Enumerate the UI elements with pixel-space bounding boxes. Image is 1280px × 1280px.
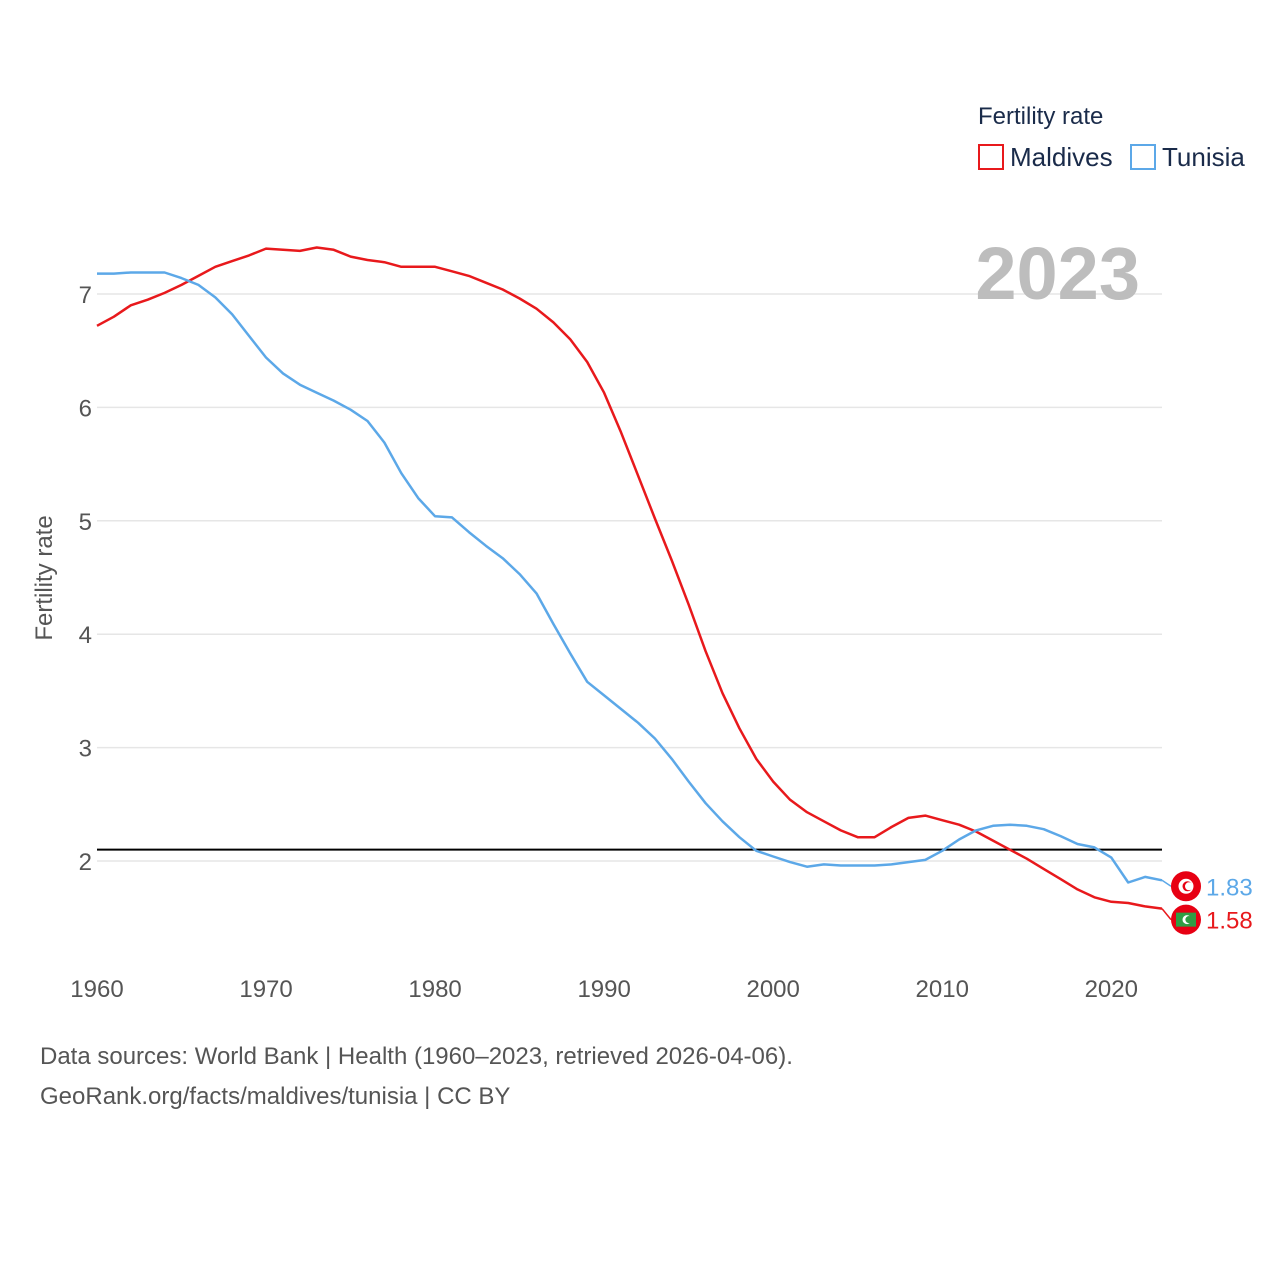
end-connector xyxy=(1161,908,1172,921)
flag-crescent-cut xyxy=(1185,882,1193,891)
y-tick-label: 4 xyxy=(79,622,92,649)
y-tick-label: 5 xyxy=(79,509,92,536)
legend-swatch-maldives[interactable] xyxy=(978,144,1004,170)
legend: Fertility rate Maldives Tunisia xyxy=(978,103,1245,172)
end-value-label-tunisia: 1.83 xyxy=(1206,874,1253,901)
y-tick-label: 2 xyxy=(79,849,92,876)
y-tick-labels: 2 3 4 5 6 7 xyxy=(79,282,92,876)
x-tick-label: 2000 xyxy=(746,976,799,1003)
series-end-markers: 1.58 1.83 xyxy=(1161,871,1253,935)
footer-attribution[interactable]: GeoRank.org/facts/maldives/tunisia | CC … xyxy=(40,1083,511,1110)
series-line-tunisia[interactable] xyxy=(97,271,1163,884)
x-tick-label: 2020 xyxy=(1085,976,1138,1003)
y-tick-label: 6 xyxy=(79,395,92,422)
footer-sources: Data sources: World Bank | Health (1960–… xyxy=(40,1043,793,1070)
maldives-flag-icon xyxy=(1171,904,1201,935)
y-tick-label: 7 xyxy=(79,282,92,309)
gridlines xyxy=(97,293,1162,862)
x-tick-labels: 1960 1970 1980 1990 2000 2010 2020 xyxy=(70,976,1138,1003)
series-line-maldives[interactable] xyxy=(96,246,1163,910)
legend-label-maldives[interactable]: Maldives xyxy=(1010,142,1113,172)
x-tick-label: 1960 xyxy=(70,976,123,1003)
series-lines xyxy=(96,246,1163,910)
end-connector xyxy=(1161,879,1172,887)
x-tick-label: 1970 xyxy=(239,976,292,1003)
y-axis-title: Fertility rate xyxy=(31,515,58,640)
x-tick-label: 1980 xyxy=(408,976,461,1003)
tunisia-flag-icon xyxy=(1171,871,1201,902)
x-tick-label: 1990 xyxy=(577,976,630,1003)
current-year-label: 2023 xyxy=(975,232,1140,315)
x-tick-label: 2010 xyxy=(916,976,969,1003)
legend-title: Fertility rate xyxy=(978,103,1103,130)
flag-crescent-cut xyxy=(1185,916,1193,924)
legend-label-tunisia[interactable]: Tunisia xyxy=(1162,142,1245,172)
end-value-label-maldives: 1.58 xyxy=(1206,908,1253,935)
legend-swatch-tunisia[interactable] xyxy=(1130,144,1156,170)
y-tick-label: 3 xyxy=(79,736,92,763)
